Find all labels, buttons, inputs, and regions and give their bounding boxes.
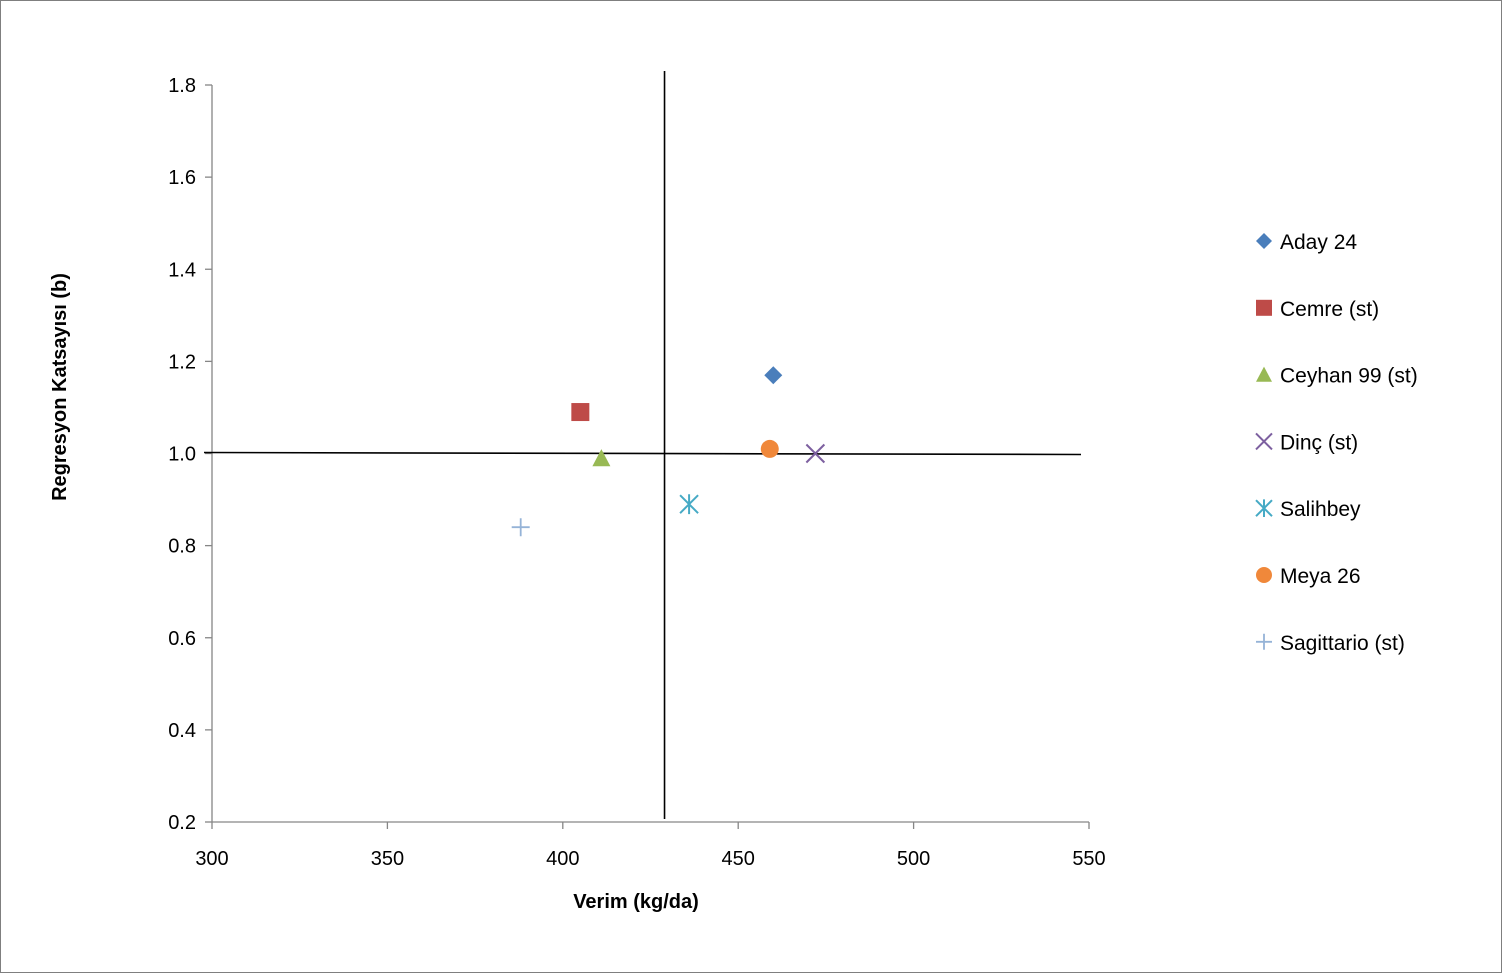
y-tick-label: 0.4 (168, 720, 196, 742)
x-axis-ticks: 300 350 400 450 500 550 (195, 822, 1106, 870)
legend-label-meya-26: Meya 26 (1280, 565, 1361, 588)
legend-marker-meya-26 (1256, 567, 1272, 583)
y-axis-ticks: 0.2 0.4 0.6 0.8 1.0 1.2 1.4 1.6 1.8 (168, 75, 212, 834)
x-tick-label: 400 (546, 848, 579, 870)
point-aday-24 (764, 366, 783, 385)
legend-label-din-st: Dinç (st) (1280, 431, 1358, 454)
point-salihbey (679, 494, 699, 515)
reference-lines (203, 71, 1082, 819)
y-tick-label: 0.6 (168, 628, 196, 650)
y-tick-label: 1.2 (168, 351, 196, 373)
point-sagittario-st (511, 518, 530, 537)
y-tick-label: 1.4 (168, 259, 196, 281)
y-tick-label: 1.6 (168, 167, 196, 189)
x-tick-label: 500 (897, 848, 930, 870)
legend: Aday 24 Cemre (st) Ceyhan 99 (st) Dinç (st)… (1255, 231, 1418, 655)
legend-label-aday-24: Aday 24 (1280, 231, 1357, 254)
point-meya-26 (760, 439, 779, 458)
y-tick-label: 0.2 (168, 812, 196, 834)
legend-marker-cemre-st (1256, 299, 1272, 316)
legend-label-cemre-st: Cemre (st) (1280, 298, 1379, 321)
legend-marker-din-st (1255, 432, 1273, 451)
data-points (511, 366, 826, 537)
y-tick-label: 1.0 (168, 444, 196, 466)
y-tick-label: 0.8 (168, 536, 196, 558)
point-ceyhan-99-st (592, 449, 611, 467)
b-equals-one-line (203, 451, 1082, 456)
point-din-st (805, 443, 826, 464)
legend-marker-sagittario-st (1256, 633, 1272, 650)
y-tick-label: 1.8 (168, 75, 196, 97)
legend-marker-ceyhan-99-st (1256, 366, 1272, 382)
x-axis-title: Verim (kg/da) (573, 891, 699, 913)
y-axis-title: Regresyon Katsayısı (b) (49, 273, 71, 501)
point-cemre-st (571, 403, 590, 422)
x-tick-label: 550 (1072, 848, 1105, 870)
legend-marker-salihbey (1255, 499, 1273, 517)
x-tick-label: 450 (722, 848, 755, 870)
legend-marker-aday-24 (1256, 233, 1272, 249)
x-tick-label: 300 (195, 848, 228, 870)
legend-label-sagittario-st: Sagittario (st) (1280, 632, 1405, 655)
x-tick-label: 350 (371, 848, 404, 870)
legend-label-salihbey: Salihbey (1280, 498, 1361, 521)
legend-label-ceyhan-99-st: Ceyhan 99 (st) (1280, 365, 1418, 388)
